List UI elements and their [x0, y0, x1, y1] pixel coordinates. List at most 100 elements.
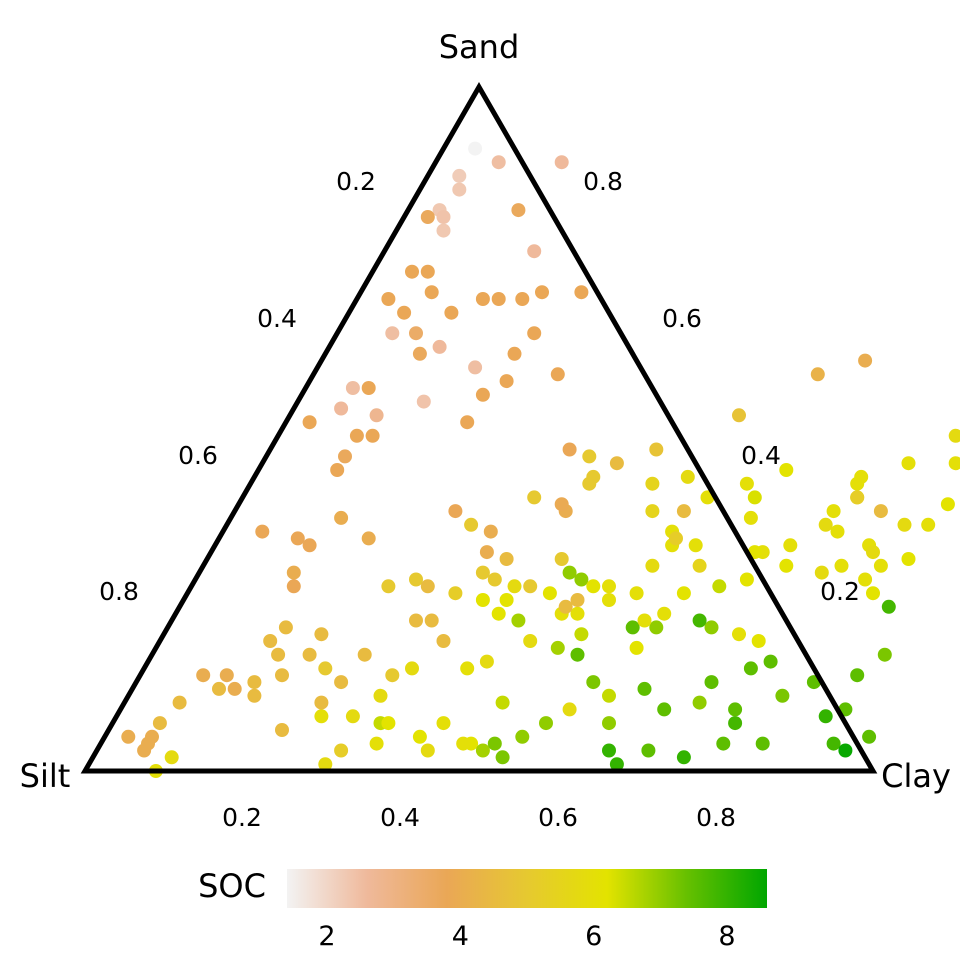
data-point	[527, 326, 542, 341]
data-point	[416, 394, 431, 409]
data-point	[338, 449, 352, 464]
data-point	[763, 654, 778, 669]
data-point	[369, 736, 384, 751]
data-point	[692, 613, 707, 628]
data-point	[420, 579, 435, 594]
left-tick-label: 0.6	[178, 441, 218, 470]
sand-label: Sand	[439, 28, 520, 66]
data-point	[657, 606, 672, 621]
data-point	[424, 285, 439, 300]
data-point	[397, 305, 412, 320]
data-point	[554, 155, 569, 170]
right-ticks: 0.8 0.6 0.4 0.2	[583, 167, 860, 606]
data-point	[657, 702, 672, 717]
data-point	[523, 579, 538, 594]
data-point	[901, 456, 916, 471]
data-point	[550, 367, 565, 382]
left-ticks: 0.2 0.4 0.6 0.8	[99, 167, 376, 606]
data-point	[866, 545, 880, 560]
data-point	[172, 695, 187, 710]
data-point	[436, 223, 451, 238]
data-point	[314, 695, 329, 710]
data-point	[629, 640, 644, 655]
colorbar-tick-label: 6	[585, 921, 602, 952]
colorbar-gradient	[287, 869, 767, 908]
data-point	[539, 716, 553, 731]
data-point	[574, 285, 589, 300]
data-point	[515, 729, 530, 744]
data-point	[121, 729, 136, 744]
left-tick-label: 0.4	[257, 304, 297, 333]
left-tick-label: 0.8	[99, 577, 139, 606]
data-point	[420, 743, 435, 758]
data-point	[152, 716, 167, 731]
data-point	[779, 558, 794, 573]
data-point	[164, 750, 179, 765]
data-point	[314, 627, 329, 642]
data-point	[680, 469, 695, 484]
data-point	[873, 558, 888, 573]
data-point	[550, 640, 565, 655]
data-point	[227, 681, 242, 696]
data-point	[542, 586, 557, 601]
data-point	[495, 750, 510, 765]
data-point	[669, 531, 683, 546]
data-point	[302, 647, 317, 662]
colorbar-tick-label: 4	[452, 921, 469, 952]
data-point	[247, 675, 262, 690]
data-point	[361, 531, 376, 546]
data-point	[468, 360, 483, 375]
data-point	[755, 736, 770, 751]
data-point	[278, 620, 293, 635]
data-point	[854, 469, 869, 484]
data-point	[349, 428, 364, 443]
data-point	[676, 750, 691, 765]
data-point	[704, 675, 719, 690]
data-point	[838, 743, 853, 758]
data-point	[818, 517, 833, 532]
data-point	[704, 620, 719, 635]
data-point	[302, 538, 317, 553]
data-point	[247, 688, 262, 703]
data-point	[487, 572, 502, 587]
data-point	[688, 538, 703, 553]
colorbar-title: SOC	[198, 867, 266, 905]
data-point	[357, 647, 372, 662]
data-point	[728, 716, 743, 731]
data-point	[286, 565, 301, 580]
data-point	[318, 757, 333, 772]
data-point	[562, 565, 577, 580]
data-point	[645, 476, 660, 491]
data-point	[629, 586, 644, 601]
data-point	[499, 552, 514, 566]
data-point	[676, 586, 691, 601]
data-point	[554, 552, 569, 566]
data-point	[275, 668, 289, 683]
ternary-triangle	[80, 81, 878, 774]
data-point	[779, 463, 794, 477]
data-point	[436, 634, 451, 648]
data-point	[432, 339, 447, 354]
data-point	[330, 463, 345, 477]
data-point	[456, 736, 471, 751]
data-point	[436, 716, 451, 731]
data-point	[527, 244, 542, 259]
data-point	[405, 661, 419, 676]
data-point	[507, 346, 522, 361]
data-point	[365, 428, 380, 443]
data-point	[460, 661, 475, 676]
bottom-tick-label: 0.4	[380, 803, 420, 832]
data-point	[834, 558, 849, 573]
data-point	[873, 504, 888, 519]
data-point	[712, 579, 727, 594]
right-tick-label: 0.2	[820, 577, 860, 606]
data-point	[826, 504, 841, 519]
data-point	[212, 681, 226, 696]
data-point	[637, 613, 652, 628]
data-point	[743, 510, 758, 525]
data-point	[263, 634, 278, 648]
data-point	[649, 620, 664, 635]
data-point	[716, 736, 731, 751]
data-point	[523, 634, 538, 648]
data-point	[448, 586, 463, 601]
